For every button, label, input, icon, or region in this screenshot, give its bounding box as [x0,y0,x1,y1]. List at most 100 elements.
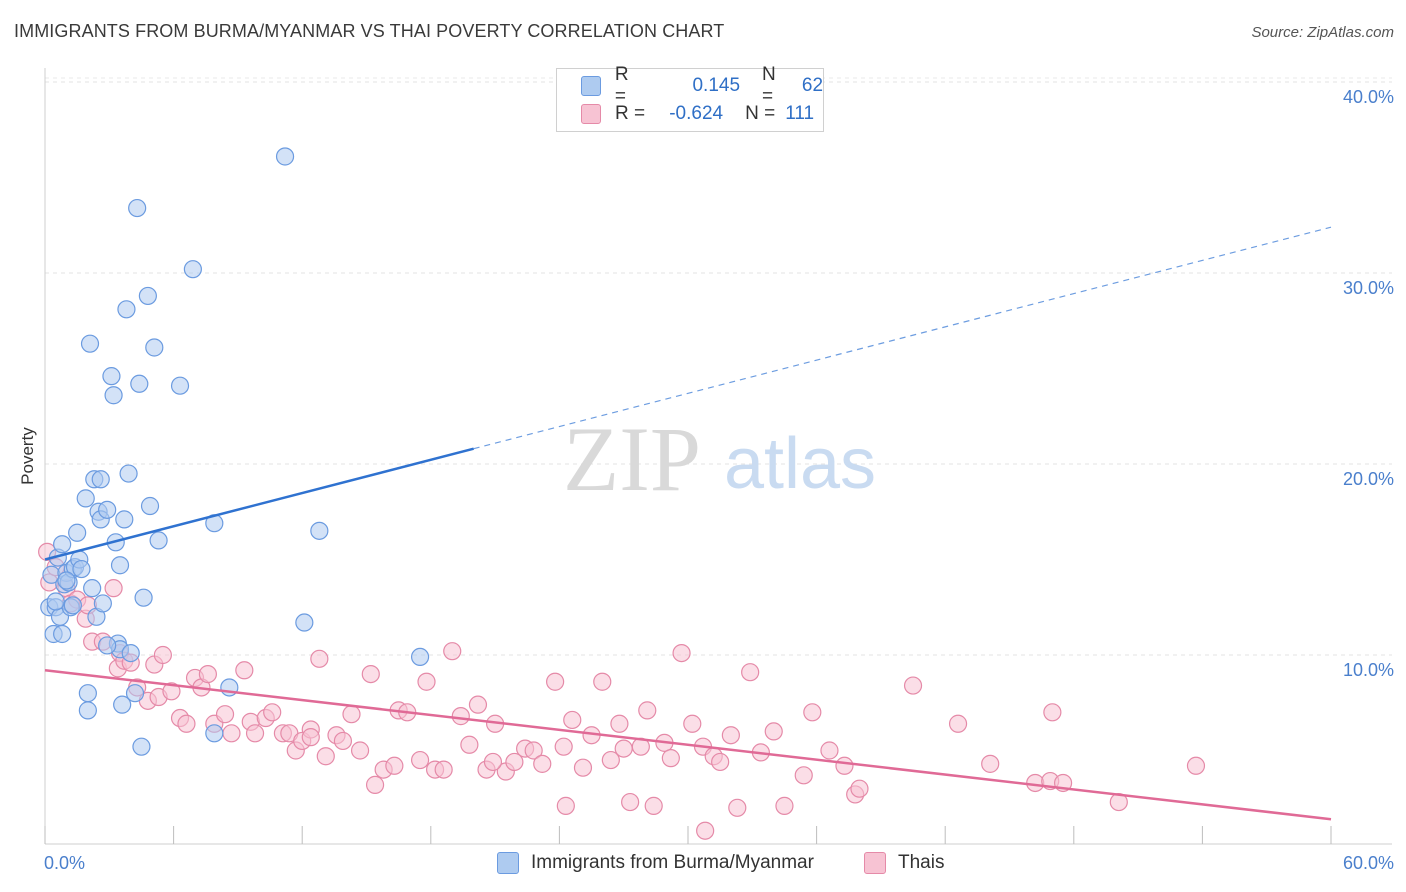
thai-swatch [581,104,601,124]
thai-point [263,703,282,722]
source-label: Source: ZipAtlas.com [1251,24,1394,41]
burma-point [410,647,430,667]
burma-point [98,500,117,519]
thai-point [533,754,552,773]
thai-n-label: N = [745,103,776,124]
thai-point [741,663,760,682]
thai-point [333,731,353,751]
legend-row-burma: R = 0.145 N = 62 [581,64,824,107]
thai-point [350,741,370,760]
burma-point [68,523,87,542]
watermark-zip: ZIP [563,408,701,510]
burma-trend-solid [44,447,474,561]
burma-point [102,367,121,386]
thai-point [310,649,329,668]
thai-point [245,724,265,743]
burma-point [91,470,110,489]
legend-item-burma: Immigrants from Burma/Myanmar [497,852,814,874]
thai-point [672,643,691,663]
thai-point [794,766,813,785]
thai-point [483,752,503,772]
burma-point [117,300,136,319]
thai-point [162,682,181,701]
burma-point [46,592,65,611]
burma-point [104,386,123,405]
burma-n-value: 62 [801,75,824,96]
burma-point [93,594,112,613]
burma-r-value: 0.145 [692,75,741,96]
axes [44,68,1392,845]
thai-r-label: R = [615,103,646,124]
thai-point [563,710,582,730]
thai-point [198,664,217,684]
burma-point [98,636,117,655]
burma-point [115,510,134,529]
burma-point [121,643,140,663]
burma-point [138,286,157,306]
thai-point [505,752,524,772]
thai-point [177,714,196,733]
burma-point [205,724,224,743]
thai-point [948,714,968,733]
thai-point [683,714,702,733]
burma-r-label: R = [614,64,629,107]
thai-point [696,821,715,840]
burma-point [110,556,130,575]
thai-point [593,672,612,691]
thai-n-value: 111 [785,103,815,124]
thai-point [835,756,854,775]
burma-point [63,596,82,615]
thai-point [222,724,241,743]
thai-point [410,750,430,770]
legend-item-thais: Thais [864,852,944,874]
burma-point [275,147,295,166]
thai-point [803,703,822,722]
thai-point [104,579,123,598]
burma-point [170,376,190,395]
legend-burma-swatch [497,852,519,874]
burma-point [149,531,168,550]
burma-point [140,496,160,516]
thai-point [721,726,740,745]
burma-point [80,334,100,353]
thai-point [554,737,573,756]
thai-point [1186,756,1206,775]
chart-title: IMMIGRANTS FROM BURMA/MYANMAR VS THAI PO… [14,21,725,41]
burma-point [78,684,97,703]
correlation-legend: R = 0.145 N = 62 R = -0.624 N = 111 [556,64,824,132]
thai-point [301,728,320,747]
trend-lines [44,226,1332,821]
burma-trend-dashed [473,226,1332,450]
thai-point [546,672,565,691]
thai-point [361,664,380,684]
burma-swatch [581,76,601,96]
x-tick-min: 0.0% [44,853,86,873]
legend-thais-swatch [864,852,886,874]
thai-point [316,747,335,766]
thai-point [468,695,488,714]
thai-point [610,714,629,733]
thai-point [365,775,385,794]
burma-point [53,624,72,644]
thai-point [711,752,730,772]
thai-point [215,705,235,724]
thai-point [728,798,747,817]
burma-point [128,198,147,218]
thai-point [981,754,1000,773]
legend-row-thai: R = -0.624 N = 111 [581,102,814,126]
grid-lines [45,77,1392,656]
thai-point [1043,703,1062,722]
y-tick-30: 30.0% [1342,278,1394,298]
thai-point [775,796,794,815]
thai-point [661,749,680,768]
thai-point [601,750,620,770]
thai-point [573,758,593,777]
thai-point [556,796,575,815]
burma-point [310,521,329,540]
x-tick-max: 60.0% [1342,853,1394,873]
thai-point [638,701,657,720]
burma-point [57,571,76,590]
burma-point [76,489,95,508]
legend-burma-label: Immigrants from Burma/Myanmar [531,852,814,873]
legend-thais-label: Thais [898,852,945,873]
